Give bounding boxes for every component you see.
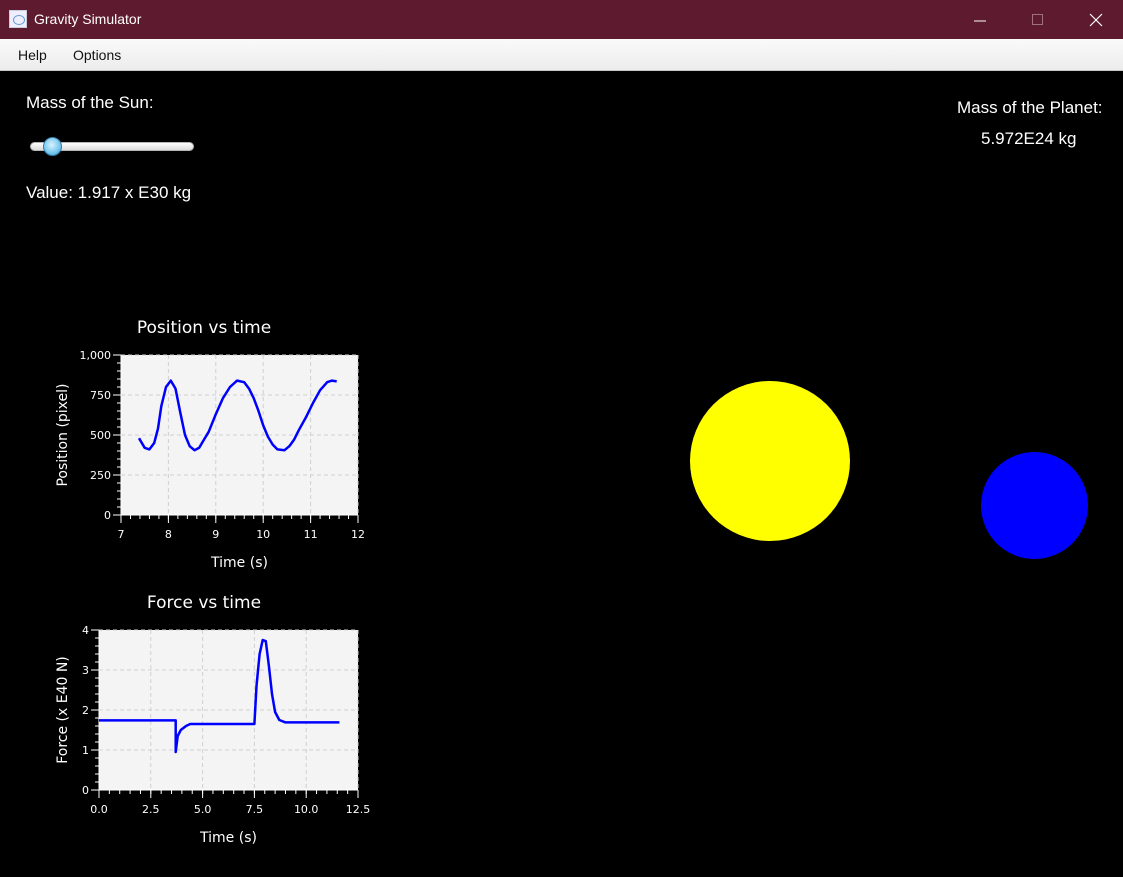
minimize-icon [974,20,986,21]
x-tick-label: 2.5 [142,803,160,816]
x-axis-title: Time (s) [210,555,268,571]
y-tick-label: 500 [90,429,111,442]
force-chart-title: Force vs time [146,593,262,613]
series-line [99,638,340,754]
x-tick-label: 9 [212,528,219,541]
y-tick-label: 3 [82,664,89,677]
x-tick-label: 7 [118,528,125,541]
title-bar: Gravity Simulator [0,0,1123,39]
series-line [137,379,337,452]
y-tick-label: 0 [104,509,111,522]
planet-mass-label: Mass of the Planet: [957,98,1103,117]
x-tick-label: 8 [165,528,172,541]
y-tick-label: 250 [90,469,111,482]
y-axis-title: Force (x E40 N) [55,656,71,764]
planet-mass-value: 5.972E24 kg [981,129,1077,148]
sun-mass-label: Mass of the Sun: [26,93,154,112]
menu-options[interactable]: Options [73,47,122,63]
maximize-icon [1032,13,1043,25]
sun-mass-slider[interactable] [30,142,194,151]
position-chart-title: Position vs time [136,318,272,338]
y-tick-label: 0 [82,784,89,797]
y-tick-label: 4 [82,624,89,637]
app-icon [9,10,27,28]
y-tick-label: 750 [90,389,111,402]
x-tick-label: 11 [304,528,318,541]
close-icon [1089,13,1103,26]
planet-body [981,452,1088,559]
y-tick-label: 1,000 [80,349,112,362]
x-tick-label: 0.0 [90,803,108,816]
x-tick-label: 10 [256,528,270,541]
y-tick-label: 2 [82,704,89,717]
x-axis-title: Time (s) [199,830,257,846]
minimize-button[interactable] [951,0,1009,39]
x-tick-label: 5.0 [194,803,212,816]
menu-help[interactable]: Help [18,47,47,63]
sun-mass-value: Value: 1.917 x E30 kg [26,183,192,202]
x-tick-label: 7.5 [246,803,264,816]
y-tick-label: 1 [82,744,89,757]
maximize-button[interactable] [1009,0,1067,39]
y-axis-title: Position (pixel) [55,383,71,486]
window-title: Gravity Simulator [34,11,142,27]
x-tick-label: 10.0 [294,803,319,816]
close-button[interactable] [1067,0,1123,39]
sun-mass-slider-thumb[interactable] [43,137,63,156]
x-tick-label: 12.5 [346,803,371,816]
menu-bar: Help Options [0,39,1123,71]
x-tick-label: 12 [351,528,365,541]
sun-body [690,381,850,541]
